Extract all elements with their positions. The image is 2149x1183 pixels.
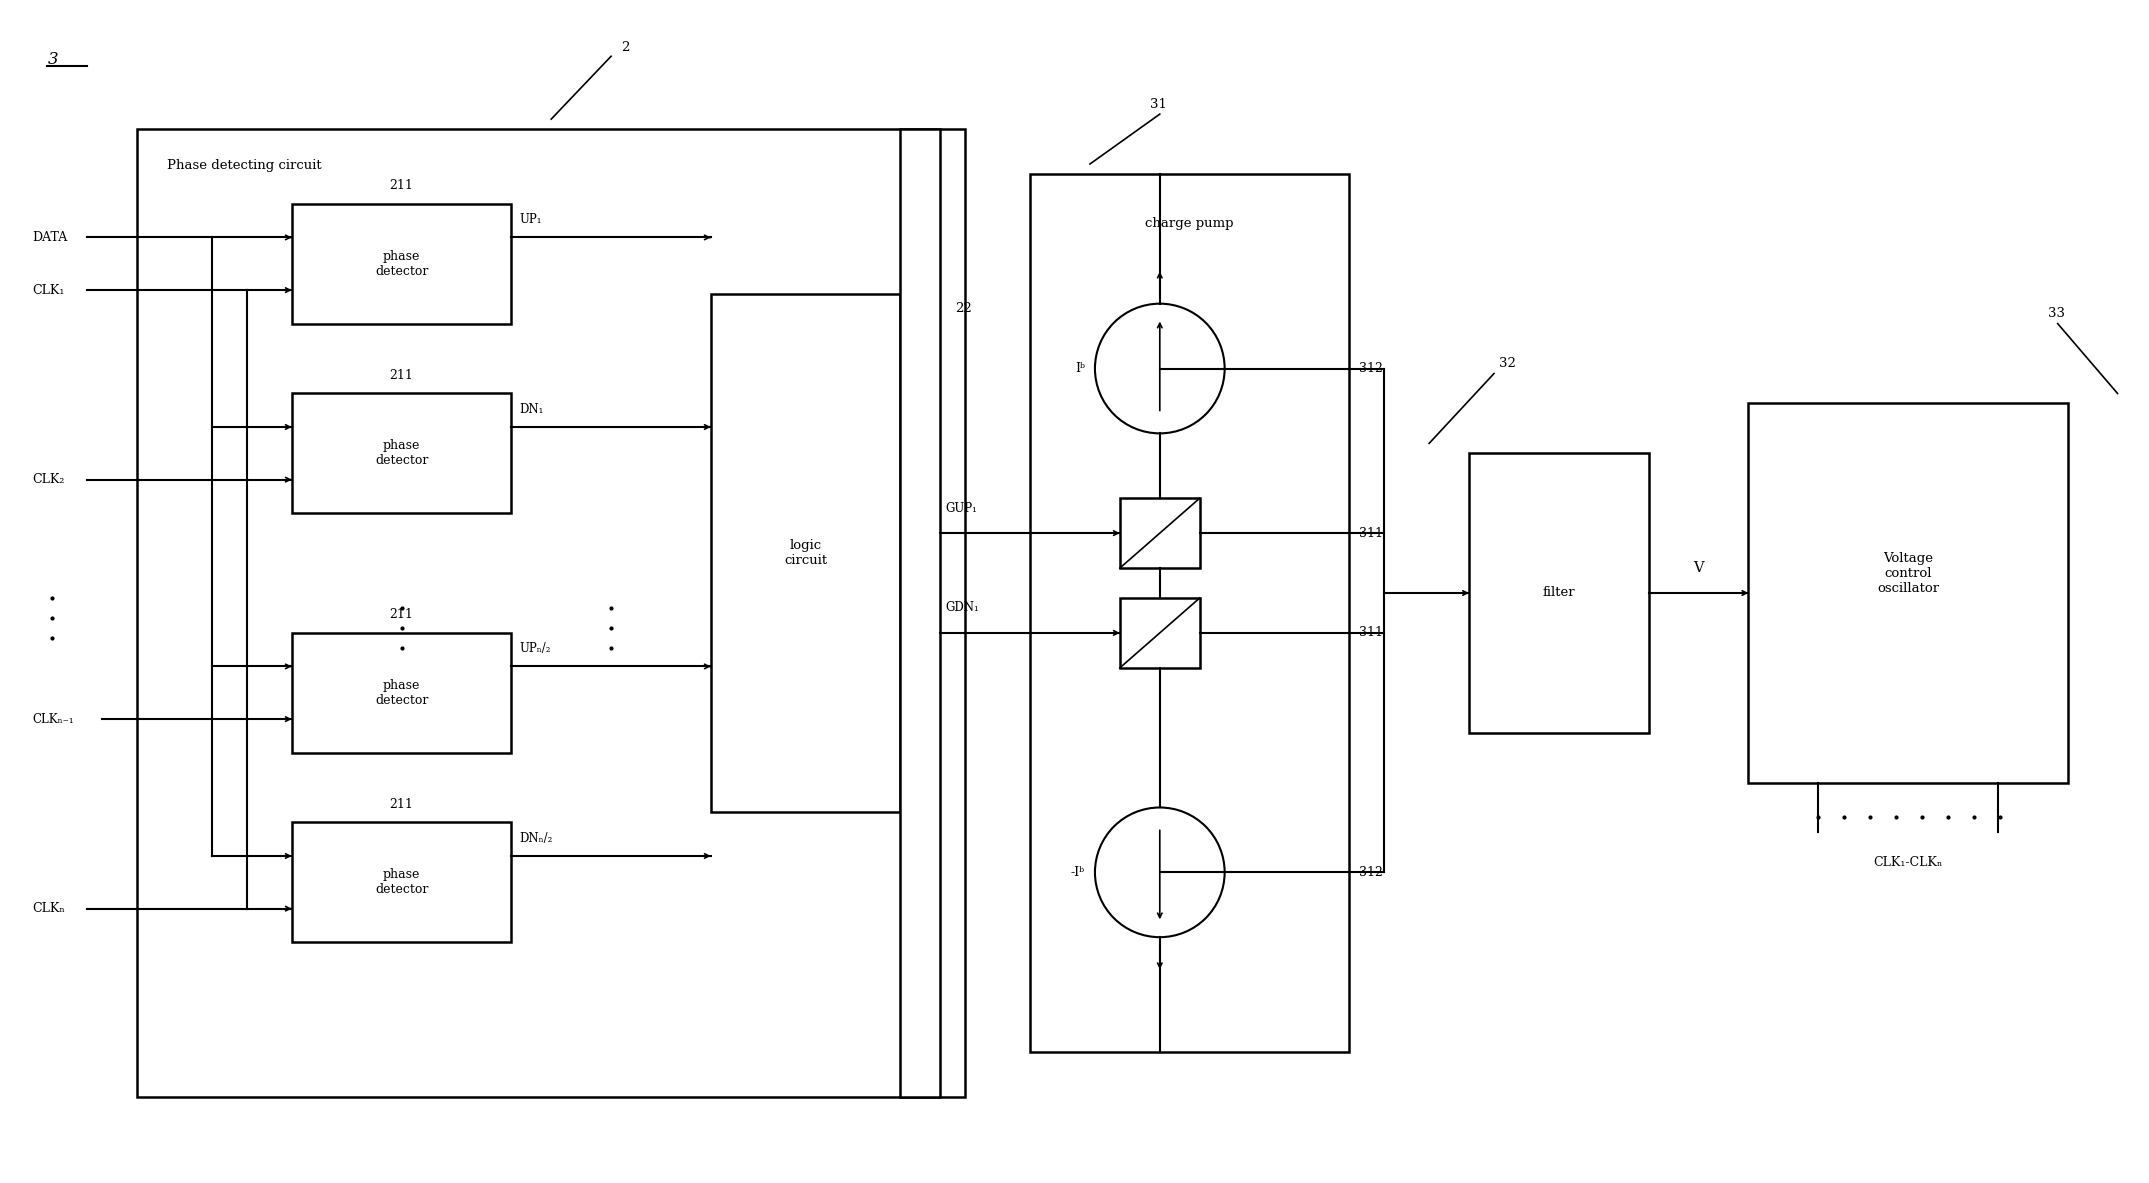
- Text: 31: 31: [1150, 98, 1167, 111]
- Text: 312: 312: [1360, 866, 1384, 879]
- Text: 312: 312: [1360, 362, 1384, 375]
- Bar: [1120, 597, 1199, 668]
- Text: 211: 211: [389, 180, 413, 193]
- Text: 32: 32: [1500, 357, 1515, 370]
- Bar: [1029, 174, 1350, 1052]
- Text: 2: 2: [621, 41, 630, 54]
- Text: 311: 311: [1360, 526, 1384, 539]
- Text: 22: 22: [956, 302, 971, 315]
- Text: UP₁: UP₁: [520, 213, 542, 226]
- Text: CLKₙ₋₁: CLKₙ₋₁: [32, 712, 73, 725]
- Bar: [900, 129, 941, 1097]
- Bar: [711, 293, 900, 813]
- Text: V: V: [1693, 561, 1704, 575]
- Text: filter: filter: [1543, 587, 1575, 600]
- Text: CLK₁-CLKₙ: CLK₁-CLKₙ: [1874, 855, 1943, 868]
- Text: Phase detecting circuit: Phase detecting circuit: [168, 159, 322, 172]
- Text: phase
detector: phase detector: [374, 679, 428, 706]
- Bar: [1120, 498, 1199, 568]
- Text: Voltage
control
oscillator: Voltage control oscillator: [1876, 551, 1938, 595]
- Text: CLKₙ: CLKₙ: [32, 903, 64, 916]
- Text: phase
detector: phase detector: [374, 439, 428, 467]
- Text: charge pump: charge pump: [1145, 218, 1234, 231]
- Text: CLK₁: CLK₁: [32, 284, 64, 297]
- Text: GUP₁: GUP₁: [946, 502, 978, 515]
- Text: 211: 211: [389, 608, 413, 621]
- Text: logic
circuit: logic circuit: [784, 539, 827, 567]
- Text: 311: 311: [1360, 627, 1384, 639]
- Text: 211: 211: [389, 369, 413, 382]
- Text: DN₁: DN₁: [520, 402, 544, 415]
- Text: phase
detector: phase detector: [374, 250, 428, 278]
- Text: GDN₁: GDN₁: [946, 601, 980, 614]
- Bar: [138, 129, 965, 1097]
- Bar: [1749, 403, 2067, 782]
- Text: -Iᵇ: -Iᵇ: [1070, 866, 1085, 879]
- Text: 3: 3: [47, 51, 58, 69]
- Bar: [292, 822, 511, 942]
- Text: Iᵇ: Iᵇ: [1074, 362, 1085, 375]
- Text: 211: 211: [389, 799, 413, 812]
- Bar: [292, 394, 511, 513]
- Text: DNₙ/₂: DNₙ/₂: [520, 832, 552, 845]
- Text: DATA: DATA: [32, 231, 69, 244]
- Text: CLK₂: CLK₂: [32, 473, 64, 486]
- Bar: [292, 203, 511, 324]
- Bar: [292, 633, 511, 752]
- Bar: [1470, 453, 1648, 732]
- Text: 33: 33: [2048, 308, 2065, 321]
- Text: phase
detector: phase detector: [374, 868, 428, 897]
- Text: UPₙ/₂: UPₙ/₂: [520, 642, 550, 655]
